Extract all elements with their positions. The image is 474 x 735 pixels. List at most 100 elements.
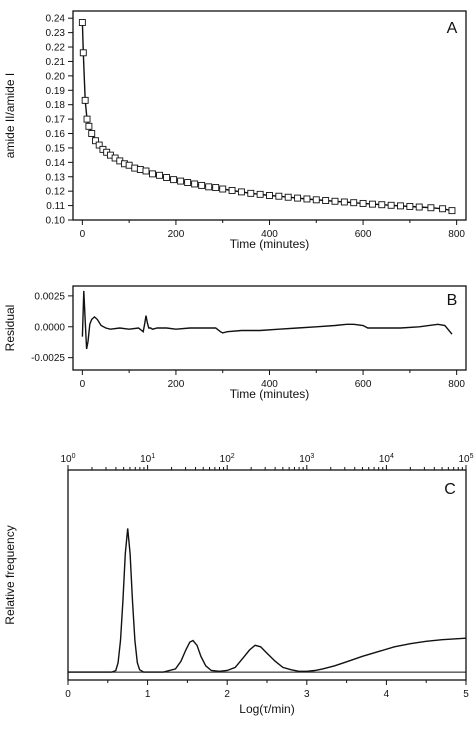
data-point (78, 19, 86, 26)
x-tick-label: 1 (145, 689, 151, 700)
x-tick-label: 200 (168, 379, 185, 390)
data-point (275, 192, 283, 200)
data-point (198, 181, 206, 189)
data-point (92, 137, 99, 145)
data-point (142, 167, 150, 175)
y-tick-label: 0.23 (46, 28, 66, 39)
panel-c-distribution-plot: 0 1 2 3 4 5 100 101 102 103 104 105 Log(τ/min) Relati… (3, 453, 474, 716)
data-point (177, 177, 185, 185)
data-point (378, 201, 386, 209)
panel-a-residence-ratio-plot: 0 200 400 600 800 0.10 0.11 0.12 0.13 0.14 0.15 0.1… (3, 10, 467, 251)
y-tick-label: 0.22 (46, 43, 66, 54)
data-point (387, 201, 395, 209)
y-tick-label: 0.18 (46, 100, 66, 111)
data-point (136, 166, 144, 174)
x-tick-label: 3 (304, 689, 310, 700)
data-point (415, 203, 423, 211)
data-point (85, 122, 93, 130)
x-tick-label: 800 (448, 379, 465, 390)
panel-b-residual-plot: 0 200 400 600 800 -0.0025 0.0000 0.0025 Time (mi… (3, 285, 467, 401)
fit-line (81, 22, 453, 212)
data-point (427, 204, 435, 212)
data-point (205, 183, 213, 191)
y-axis-label: Residual (3, 305, 17, 352)
x-tick-label: 2 (224, 689, 230, 700)
top-axis-tick-label: 103 (299, 453, 314, 465)
data-point (340, 198, 348, 206)
data-point (368, 200, 376, 208)
y-tick-label: 0.20 (46, 71, 66, 82)
data-point (131, 164, 139, 172)
data-point (237, 188, 245, 196)
data-point (212, 184, 220, 192)
panel-letter: B (447, 292, 458, 309)
x-tick-label: 800 (448, 229, 465, 240)
x-tick-label: 0 (80, 229, 86, 240)
data-point (284, 193, 292, 201)
data-point (294, 194, 302, 202)
y-tick-label: 0.10 (46, 216, 66, 227)
data-point (163, 174, 171, 181)
data-point (247, 189, 255, 197)
data-point (406, 203, 414, 210)
panel-letter: C (444, 481, 456, 498)
data-point (303, 195, 311, 203)
data-point (359, 199, 367, 207)
y-tick-label: 0.21 (46, 57, 66, 68)
x-tick-label: 0 (80, 379, 86, 390)
x-tick-label: 600 (355, 229, 372, 240)
data-point (448, 207, 456, 215)
data-point (322, 197, 330, 204)
y-tick-label: 0.13 (46, 172, 66, 183)
data-point (149, 170, 156, 178)
data-point (81, 96, 89, 104)
x-axis-label: Log(τ/min) (239, 702, 294, 716)
series-line (68, 528, 467, 673)
series-line (81, 290, 453, 350)
data-point (350, 199, 358, 207)
y-axis-label: amide II/amide I (3, 73, 17, 158)
plot-frame (72, 10, 467, 221)
x-tick-label: 0 (65, 689, 71, 700)
y-tick-label: 0.16 (46, 129, 66, 140)
data-point (95, 141, 103, 149)
data-point (219, 185, 227, 193)
x-tick-label: 4 (384, 689, 390, 700)
data-point (397, 202, 404, 210)
x-axis-label: Time (minutes) (230, 237, 310, 251)
top-axis-tick-label: 105 (458, 453, 473, 465)
x-axis-label: Time (minutes) (230, 387, 310, 401)
data-point (170, 176, 178, 184)
data-point (191, 180, 199, 188)
y-tick-label: 0.24 (46, 14, 66, 25)
y-tick-label: 0.14 (46, 158, 66, 169)
y-axis-label: Relative frequency (3, 525, 17, 624)
data-point (83, 115, 91, 123)
data-point (266, 192, 273, 199)
y-tick-label: 0.17 (46, 115, 66, 126)
x-tick-label: 200 (168, 229, 185, 240)
x-tick-label: 400 (261, 229, 278, 240)
data-point (312, 196, 320, 204)
data-point (184, 179, 192, 186)
data-point (156, 171, 164, 179)
top-axis-tick-label: 102 (220, 453, 235, 465)
y-tick-label: 0.0000 (34, 322, 65, 333)
y-tick-label: 0.15 (46, 143, 66, 154)
y-tick-label: 0.12 (46, 187, 66, 198)
y-tick-label: 0.19 (46, 86, 66, 97)
y-tick-label: -0.0025 (31, 353, 65, 364)
x-tick-label: 400 (261, 379, 278, 390)
plot-frame (67, 469, 467, 681)
top-axis-tick-label: 100 (60, 453, 75, 465)
y-tick-label: 0.11 (46, 201, 65, 212)
panel-letter: A (447, 20, 458, 37)
top-axis-tick-label: 101 (140, 453, 155, 465)
x-tick-label: 5 (463, 689, 469, 700)
top-axis-tick-label: 104 (379, 453, 394, 465)
data-point (331, 197, 339, 205)
x-tick-label: 600 (355, 379, 372, 390)
data-point (256, 190, 264, 198)
data-point (228, 187, 236, 194)
